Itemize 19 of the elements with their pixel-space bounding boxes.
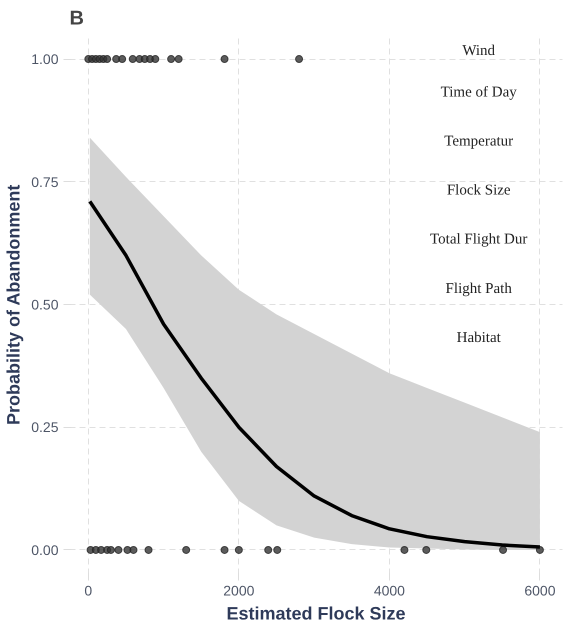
y-axis-title: Probability of Abandonment: [3, 184, 24, 425]
annotation: Temperatur: [444, 134, 514, 150]
x-axis-title: Estimated Flock Size: [226, 604, 406, 624]
chart-title: B: [70, 8, 84, 30]
annotation: Flock Size: [446, 182, 511, 199]
y-tick-label: 0.25: [31, 419, 59, 436]
y-tick-label: 0.50: [31, 296, 59, 312]
y-tick-label: 0.00: [31, 542, 59, 558]
annotation: Wind: [462, 43, 496, 60]
y-tick-label: 1.00: [31, 51, 59, 68]
annotation: Flight Path: [446, 280, 512, 297]
x-tick-label: 6000: [524, 582, 556, 598]
annotation: Total Flight Dur: [430, 232, 528, 248]
annotation: Habitat: [456, 330, 502, 346]
x-tick-label: 4000: [374, 582, 406, 598]
y-tick-label: 0.75: [31, 174, 59, 190]
x-tick-label: 2000: [223, 582, 255, 598]
x-tick-label: 0: [84, 582, 92, 598]
annotation: Time of Day: [440, 84, 518, 100]
